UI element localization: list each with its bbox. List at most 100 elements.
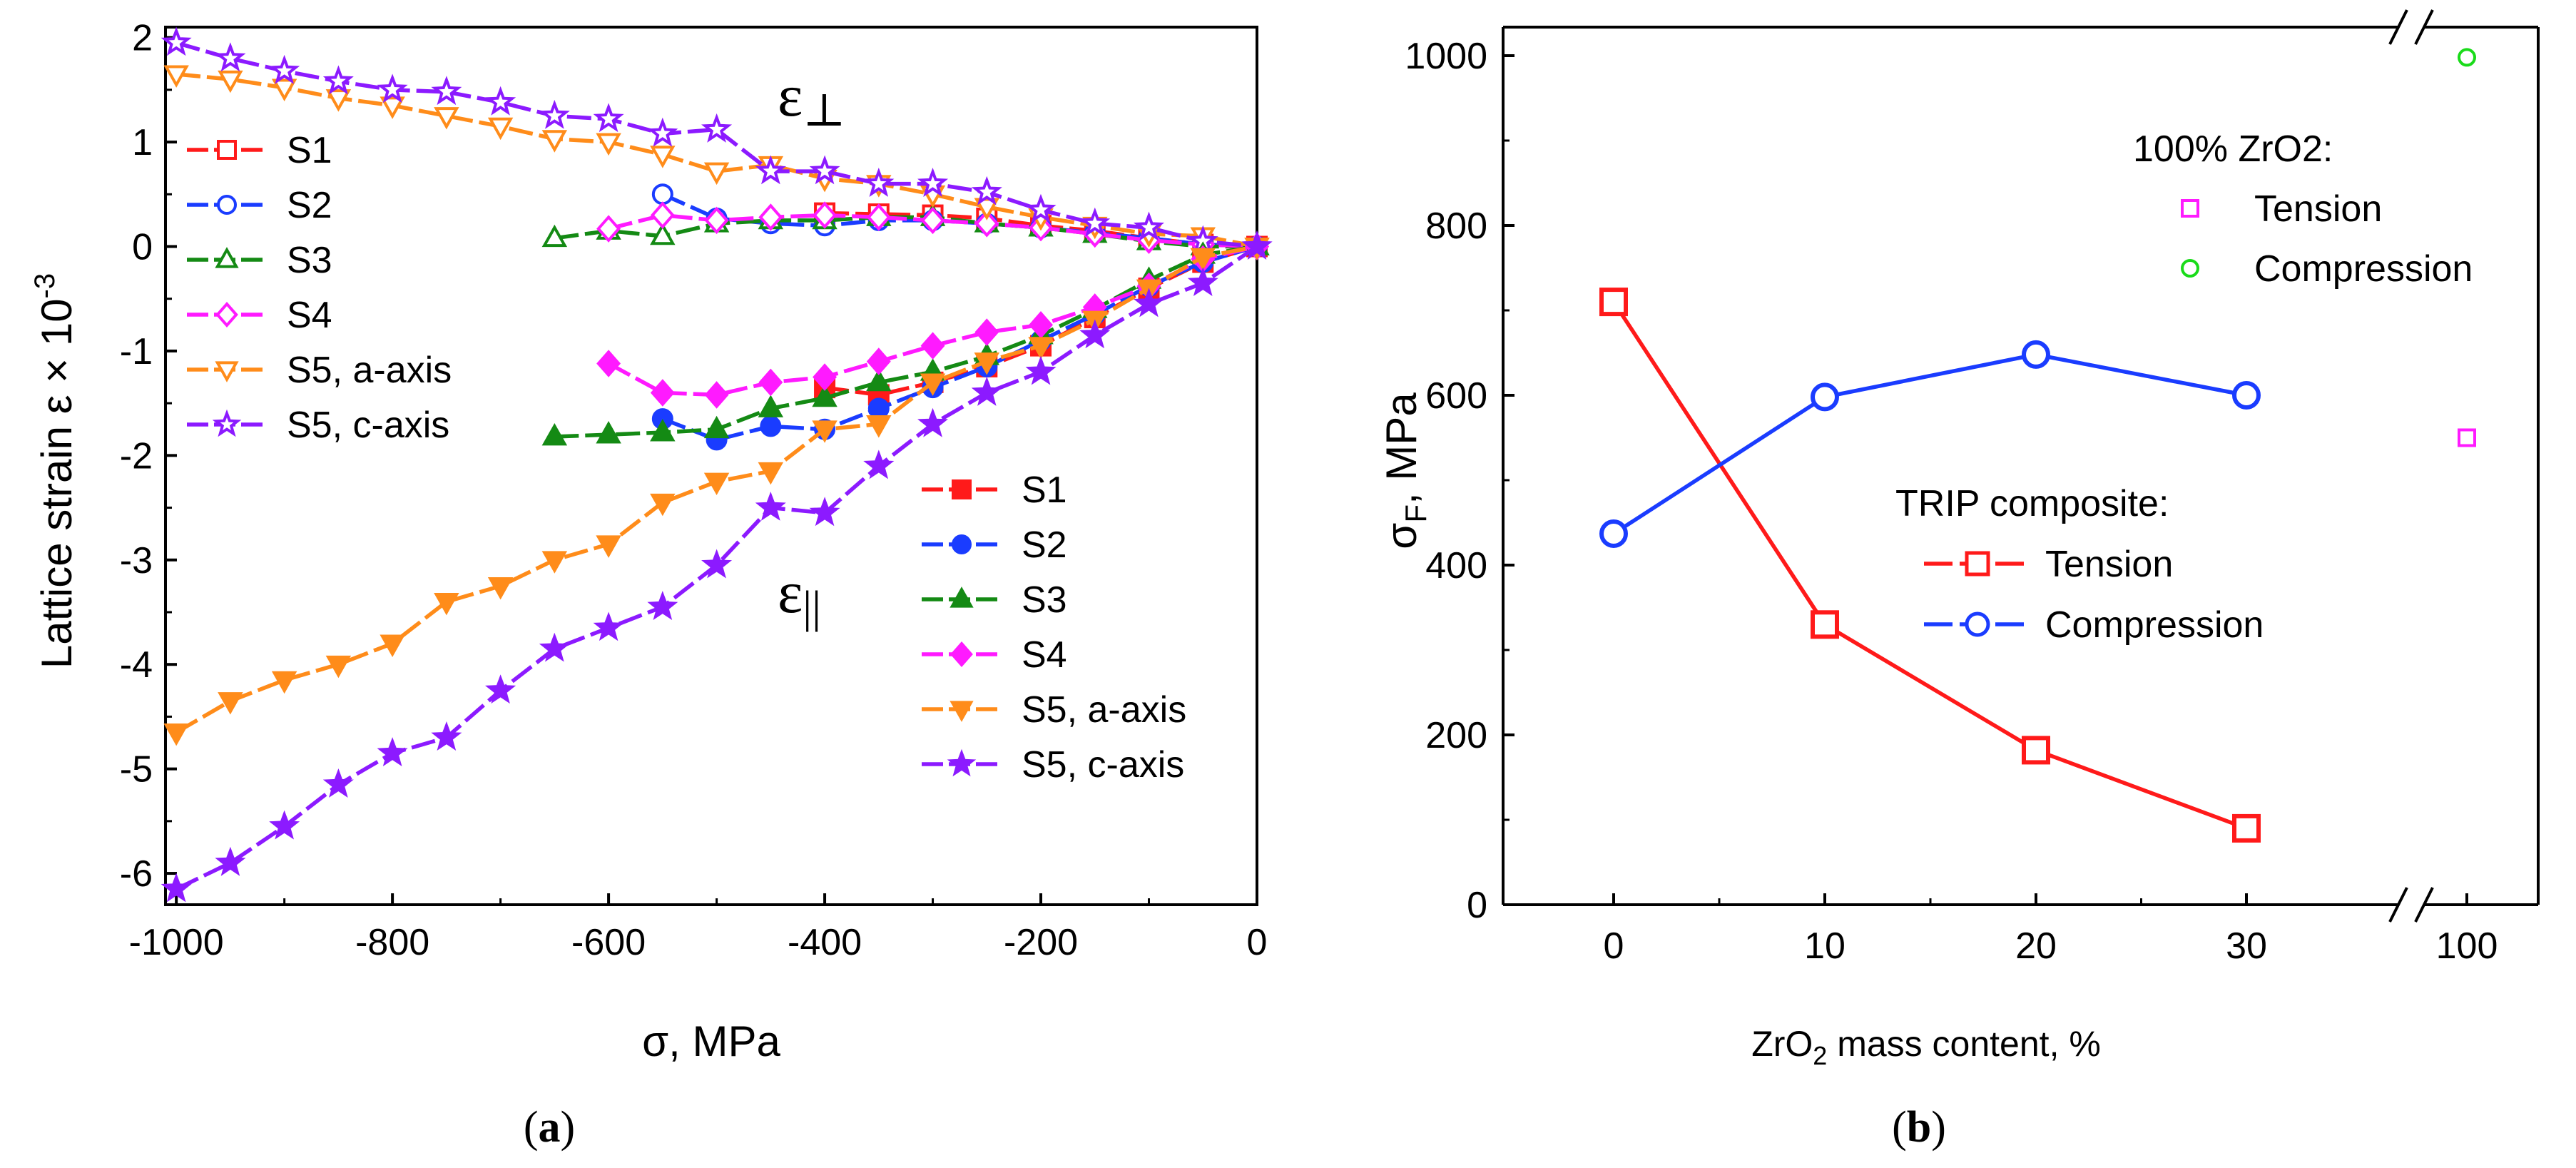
- data-point: [1029, 360, 1052, 382]
- chart-b-ytick-label: 0: [1467, 885, 1487, 926]
- chart-a-ytick-label: 0: [132, 227, 153, 268]
- data-point: [869, 350, 890, 372]
- legend-label: S5, c-axis: [287, 405, 449, 446]
- data-point: [760, 371, 781, 395]
- data-point: [759, 496, 782, 518]
- chart-b-frame: [1503, 10, 2538, 922]
- data-point: [706, 383, 727, 407]
- legend-title: 100% ZrO2:: [2133, 128, 2333, 170]
- legend-label: S1: [1022, 469, 1067, 511]
- chart-b-xlabel: ZrO2 mass content, %: [1751, 1024, 2101, 1070]
- data-point: [977, 320, 997, 344]
- legend-marker: [218, 304, 236, 325]
- legend-item-compression: Compression: [2182, 248, 2473, 290]
- chart-a-ytick-label: -2: [120, 435, 153, 477]
- series-zro2-compression: [2459, 49, 2475, 65]
- legend-marker: [2182, 200, 2198, 216]
- data-point: [2234, 383, 2259, 407]
- legend-item-s5-c-axis: S5, c-axis: [922, 744, 1184, 786]
- data-point: [651, 595, 674, 617]
- chart-b-xtick-label: 0: [1604, 925, 1624, 967]
- data-point: [653, 185, 672, 203]
- data-point: [543, 104, 566, 126]
- legend-label: S3: [287, 240, 332, 281]
- chart-a-ytick-label: -4: [120, 644, 153, 686]
- data-point: [489, 91, 512, 113]
- legend-item-s3: S3: [922, 579, 1067, 621]
- chart-b-series: [1602, 49, 2475, 841]
- data-point: [490, 119, 511, 137]
- legend-item-s5-c-axis: S5, c-axis: [187, 405, 449, 446]
- chart-a-xtick-label: -1000: [129, 922, 224, 963]
- legend-label: Tension: [2254, 188, 2382, 230]
- chart-b-ytick-label: 400: [1425, 545, 1487, 586]
- chart-b-xtick-label: 20: [2015, 925, 2057, 967]
- legend-label: S2: [1022, 524, 1067, 566]
- legend-label: S1: [287, 130, 332, 171]
- data-point: [273, 59, 296, 81]
- legend-label: S3: [1022, 579, 1067, 621]
- data-point: [653, 203, 673, 227]
- legend-marker: [953, 481, 970, 498]
- data-point: [761, 417, 780, 435]
- legend-label: S4: [1022, 634, 1067, 676]
- chart-a-xlabel: σ, MPa: [642, 1017, 780, 1065]
- chart-a: -1000 -800 -600 -400 -200 0 2 1 0 -1 -2 -3 -4 -5 -6 La…: [29, 18, 1268, 1152]
- series-par-s3: [544, 236, 1267, 445]
- data-point: [327, 69, 350, 91]
- data-point: [327, 773, 350, 795]
- data-point: [219, 851, 242, 873]
- series-zro2-tension: [2459, 430, 2475, 446]
- legend-item-tension: Tension: [1924, 544, 2173, 585]
- legend-label: S4: [287, 295, 332, 336]
- legend-marker: [1967, 553, 1988, 574]
- chart-b-ytick-label: 800: [1425, 205, 1487, 247]
- legend-marker: [2182, 260, 2198, 276]
- chart-a-ylabel: Lattice strain ε × 10-3: [29, 273, 81, 669]
- data-point: [870, 399, 888, 417]
- legend-item-s4: S4: [922, 634, 1067, 676]
- chart-b-legend-trip: TRIP composite:TensionCompression: [1895, 483, 2264, 646]
- legend-item-s2: S2: [187, 185, 332, 226]
- epsilon-parallel-label: ε||: [778, 559, 821, 632]
- data-point: [166, 725, 187, 743]
- chart-a-ytick-label: -6: [120, 853, 153, 895]
- legend-label: S5, a-axis: [287, 350, 452, 391]
- chart-a-ytick-label: -3: [120, 540, 153, 582]
- data-point: [651, 122, 674, 144]
- legend-marker: [1967, 614, 1988, 635]
- data-point: [2234, 816, 2259, 841]
- chart-a-ytick-label: -5: [120, 749, 153, 791]
- chart-b-ytick-label: 200: [1425, 715, 1487, 756]
- data-point: [1813, 385, 1837, 409]
- data-point: [165, 877, 188, 899]
- epsilon-perp-label: ε⊥: [778, 63, 845, 136]
- caption-b: (b): [1892, 1103, 1946, 1152]
- data-point: [597, 107, 620, 129]
- chart-b-xtick-label: 10: [1804, 925, 1846, 967]
- data-point: [2459, 430, 2475, 446]
- figure: -1000 -800 -600 -400 -200 0210-1-2-3-4-5-6 La…: [0, 0, 2576, 1168]
- data-point: [435, 80, 458, 102]
- chart-a-ytick-label: 1: [132, 122, 153, 163]
- legend-label: Compression: [2045, 604, 2264, 646]
- data-point: [1191, 271, 1214, 293]
- chart-b-ylabel: σF, MPa: [1378, 392, 1432, 549]
- legend-marker: [218, 141, 235, 158]
- data-point: [2024, 738, 2048, 762]
- data-point: [2459, 49, 2475, 65]
- legend-item-s3: S3: [187, 240, 332, 281]
- legend-marker: [216, 413, 238, 433]
- data-point: [274, 81, 295, 98]
- chart-a-legend-filled: S1 S2 S3 S4 S5, a-axis S5, c-axis: [922, 469, 1186, 786]
- data-point: [381, 78, 404, 100]
- legend-label: S5, a-axis: [1022, 689, 1186, 731]
- legend-label: S2: [287, 185, 332, 226]
- legend-label: S5, c-axis: [1022, 744, 1184, 786]
- chart-a-xtick-label: 0: [1247, 922, 1268, 963]
- data-point: [1813, 612, 1837, 636]
- data-point: [165, 31, 188, 53]
- data-point: [2024, 342, 2048, 367]
- chart-a-ytick-label: 2: [132, 18, 153, 59]
- legend-marker: [953, 536, 970, 553]
